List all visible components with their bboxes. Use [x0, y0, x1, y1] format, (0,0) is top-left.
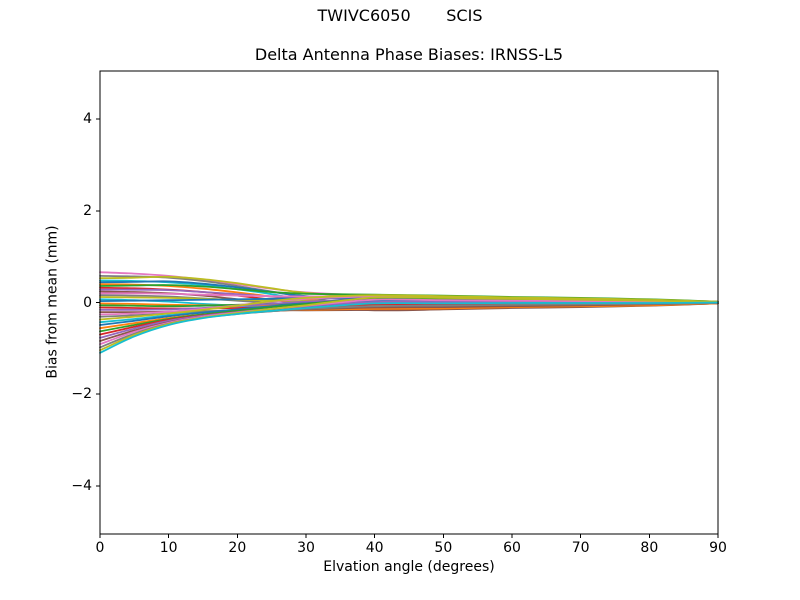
x-tick-label: 60 — [503, 540, 521, 556]
x-tick-label: 70 — [571, 540, 590, 556]
y-tick-label: −4 — [71, 477, 92, 494]
x-tick-label: 30 — [297, 540, 315, 556]
chart-title: Delta Antenna Phase Biases: IRNSS-L5 — [254, 45, 564, 64]
y-tick-label: 4 — [83, 111, 92, 128]
x-tick-label: 20 — [228, 540, 247, 556]
series-line — [99, 294, 719, 321]
x-tick-label: 50 — [434, 540, 453, 556]
figure-title: TWIVC6050 SCIS — [317, 6, 483, 25]
x-axis-label: Elvation angle (degrees) — [323, 559, 495, 575]
x-tick-label: 80 — [640, 540, 659, 556]
x-tick-label: 10 — [159, 540, 178, 556]
x-tick-label: 40 — [365, 540, 384, 556]
x-tick-label: 0 — [95, 540, 105, 556]
y-tick-label: 2 — [83, 202, 92, 219]
y-tick-label: −2 — [71, 386, 92, 403]
y-tick-label: 0 — [83, 294, 92, 311]
x-tick-label: 90 — [709, 540, 727, 556]
series-line — [99, 301, 719, 354]
series-line — [99, 296, 719, 352]
